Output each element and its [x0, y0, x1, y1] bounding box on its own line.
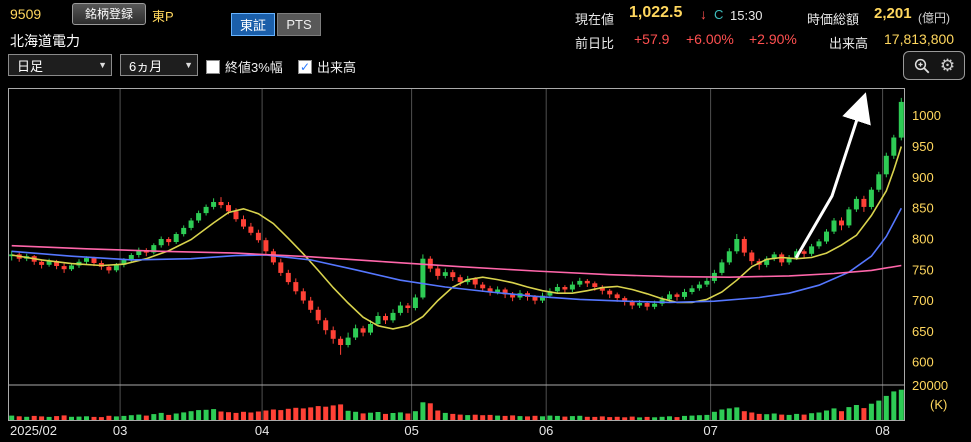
- period-select[interactable]: 日足 ▼: [8, 54, 112, 76]
- svg-text:06: 06: [539, 423, 553, 438]
- svg-text:07: 07: [703, 423, 717, 438]
- market-cap-label: 時価総額: [807, 12, 860, 27]
- range-select-value: 6ヵ月: [129, 58, 163, 74]
- svg-text:04: 04: [255, 423, 269, 438]
- change-percent-alt: +2.90%: [749, 31, 797, 47]
- current-price: 1,022.5: [629, 4, 683, 21]
- period-select-value: 日足: [17, 58, 44, 74]
- svg-text:08: 08: [875, 423, 889, 438]
- company-name: 北海道電力: [10, 33, 80, 49]
- change-label: 前日比: [575, 36, 615, 51]
- market-cap-unit: (億円): [918, 11, 950, 25]
- tab-pts[interactable]: PTS: [277, 13, 321, 36]
- tab-pts-label: PTS: [286, 17, 312, 32]
- volume-value: 17,813,800: [884, 31, 955, 47]
- volume-label: 出来高: [829, 36, 869, 51]
- svg-text:950: 950: [912, 139, 934, 154]
- chevron-down-icon: ▼: [184, 60, 193, 70]
- change-value: +57.9: [634, 31, 670, 47]
- quote-time: 15:30: [730, 8, 763, 23]
- svg-text:05: 05: [404, 423, 418, 438]
- svg-text:03: 03: [113, 423, 127, 438]
- close-band-label: 終値3%幅: [225, 60, 283, 75]
- check-icon: ✓: [299, 59, 311, 74]
- range-select[interactable]: 6ヵ月 ▼: [120, 54, 198, 76]
- svg-text:800: 800: [912, 232, 934, 247]
- volume-checkbox-label: 出来高: [317, 60, 357, 75]
- market-tag: 東P: [152, 9, 174, 24]
- market-cap-value: 2,201: [874, 5, 912, 22]
- chevron-down-icon: ▼: [98, 60, 107, 70]
- price-chart[interactable]: 1000 950 900 850 800 750 700 650 600 20000 (K) 2025…: [8, 88, 971, 442]
- tick-down-icon: ↓: [700, 6, 707, 22]
- stock-code: 9509: [10, 6, 42, 22]
- svg-text:20000: 20000: [912, 378, 948, 393]
- svg-text:650: 650: [912, 324, 934, 339]
- chart-tools: ⚙: [903, 51, 965, 80]
- svg-text:600: 600: [912, 355, 934, 370]
- gear-icon[interactable]: ⚙: [939, 56, 956, 75]
- tab-tose-label: 東証: [239, 18, 266, 33]
- ma-mid-line: [11, 207, 903, 304]
- zoom-icon[interactable]: [913, 57, 931, 75]
- svg-text:750: 750: [912, 262, 934, 277]
- svg-text:700: 700: [912, 293, 934, 308]
- current-price-label: 現在値: [575, 12, 615, 27]
- ma-short-line: [11, 146, 903, 330]
- register-button[interactable]: 銘柄登録: [72, 3, 147, 25]
- ma-long-line: [11, 244, 902, 279]
- close-band-checkbox[interactable]: ✓: [206, 59, 220, 74]
- trend-arrow: [794, 92, 871, 259]
- price-chart-svg: 1000 950 900 850 800 750 700 650 600 20000 (K) 2025…: [8, 88, 948, 438]
- close-flag: C: [714, 7, 724, 22]
- svg-text:850: 850: [912, 201, 934, 216]
- svg-text:2025/02: 2025/02: [10, 423, 57, 438]
- svg-text:(K): (K): [930, 397, 947, 412]
- svg-text:1000: 1000: [912, 108, 941, 123]
- change-percent: +6.00%: [686, 31, 734, 47]
- svg-text:900: 900: [912, 170, 934, 185]
- tab-tose[interactable]: 東証: [231, 13, 275, 36]
- volume-checkbox[interactable]: ✓: [298, 59, 312, 74]
